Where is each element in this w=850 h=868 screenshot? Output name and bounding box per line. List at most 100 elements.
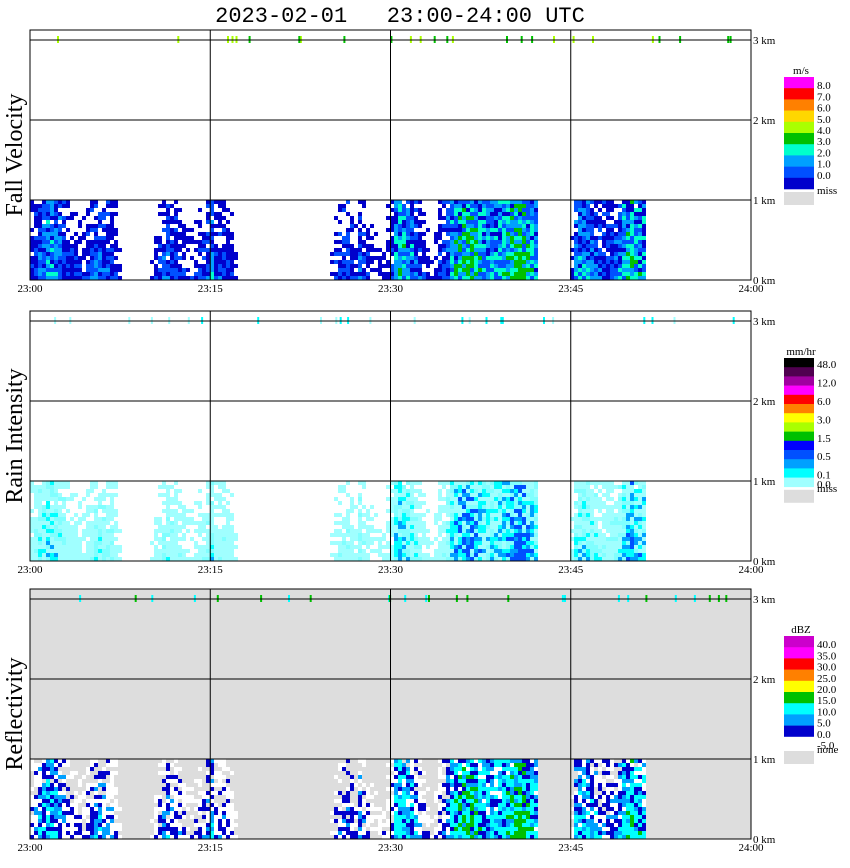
echo-pixel <box>198 268 202 272</box>
echo-pixel <box>110 541 114 545</box>
echo-pixel <box>50 827 54 831</box>
echo-pixel <box>414 835 418 839</box>
echo-pixel <box>574 204 578 208</box>
echo-pixel <box>206 248 210 252</box>
echo-pixel <box>454 501 458 505</box>
echo-pixel <box>182 505 186 509</box>
echo-pixel <box>166 557 170 561</box>
echo-pixel <box>346 799 350 803</box>
echo-pixel <box>494 529 498 533</box>
echo-pixel <box>110 771 114 775</box>
echo-pixel <box>446 545 450 549</box>
echo-pixel <box>198 501 202 505</box>
echo-pixel <box>170 252 174 256</box>
echo-pixel <box>522 505 526 509</box>
echo-pixel <box>394 787 398 791</box>
echo-pixel <box>86 208 90 212</box>
echo-pixel <box>30 549 34 553</box>
echo-pixel <box>366 517 370 521</box>
echo-pixel <box>154 529 158 533</box>
echo-pixel <box>470 481 474 485</box>
echo-pixel <box>518 783 522 787</box>
echo-pixel <box>366 811 370 815</box>
echo-pixel <box>42 827 46 831</box>
echo-pixel <box>98 256 102 260</box>
echo-pixel <box>478 779 482 783</box>
echo-pixel <box>106 268 110 272</box>
echo-pixel <box>478 505 482 509</box>
echo-pixel <box>498 545 502 549</box>
echo-pixel <box>642 268 646 272</box>
echo-pixel <box>170 264 174 268</box>
echo-pixel <box>410 525 414 529</box>
echo-pixel <box>390 220 394 224</box>
echo-pixel <box>606 248 610 252</box>
echo-pixel <box>450 509 454 513</box>
echo-pixel <box>578 268 582 272</box>
echo-pixel <box>458 493 462 497</box>
echo-pixel <box>578 541 582 545</box>
echo-pixel <box>634 264 638 268</box>
echo-pixel <box>518 212 522 216</box>
echo-pixel <box>154 827 158 831</box>
echo-pixel <box>410 759 414 763</box>
echo-pixel <box>422 232 426 236</box>
echo-pixel <box>458 831 462 835</box>
echo-pixel <box>606 212 610 216</box>
echo-pixel <box>414 819 418 823</box>
echo-pixel <box>450 236 454 240</box>
echo-pixel <box>226 557 230 561</box>
echo-pixel <box>410 513 414 517</box>
echo-pixel <box>610 545 614 549</box>
echo-pixel <box>74 248 78 252</box>
echo-pixel <box>402 252 406 256</box>
echo-pixel <box>434 272 438 276</box>
echo-pixel <box>202 545 206 549</box>
echo-pixel <box>150 557 154 561</box>
echo-pixel <box>166 228 170 232</box>
echo-pixel <box>606 485 610 489</box>
x-tick-label: 23:45 <box>558 283 584 295</box>
echo-pixel <box>462 517 466 521</box>
echo-pixel <box>46 763 50 767</box>
echo-pixel <box>478 807 482 811</box>
echo-pixel <box>454 260 458 264</box>
echo-pixel <box>42 525 46 529</box>
echo-pixel <box>166 240 170 244</box>
echo-pixel <box>42 819 46 823</box>
echo-pixel <box>502 236 506 240</box>
echo-pixel <box>398 553 402 557</box>
echo-pixel <box>410 783 414 787</box>
echo-pixel <box>394 260 398 264</box>
echo-pixel <box>170 256 174 260</box>
echo-pixel <box>226 791 230 795</box>
echo-pixel <box>598 497 602 501</box>
echo-pixel <box>350 497 354 501</box>
echo-pixel <box>582 545 586 549</box>
echo-pixel <box>510 208 514 212</box>
echo-pixel <box>178 537 182 541</box>
echo-pixel <box>386 831 390 835</box>
echo-pixel <box>462 256 466 260</box>
echo-pixel <box>506 557 510 561</box>
echo-pixel <box>110 220 114 224</box>
echo-pixel <box>462 228 466 232</box>
echo-pixel <box>594 200 598 204</box>
echo-pixel <box>66 557 70 561</box>
echo-pixel <box>98 216 102 220</box>
echo-pixel <box>602 525 606 529</box>
echo-pixel <box>62 759 66 763</box>
echo-pixel <box>414 775 418 779</box>
echo-pixel <box>74 545 78 549</box>
echo-pixel <box>494 783 498 787</box>
echo-pixel <box>614 236 618 240</box>
echo-pixel <box>590 208 594 212</box>
echo-pixel <box>210 767 214 771</box>
echo-pixel <box>638 256 642 260</box>
echo-pixel <box>582 541 586 545</box>
echo-pixel <box>230 557 234 561</box>
echo-pixel <box>402 204 406 208</box>
echo-pixel <box>62 236 66 240</box>
echo-pixel <box>358 795 362 799</box>
echo-pixel <box>578 276 582 280</box>
